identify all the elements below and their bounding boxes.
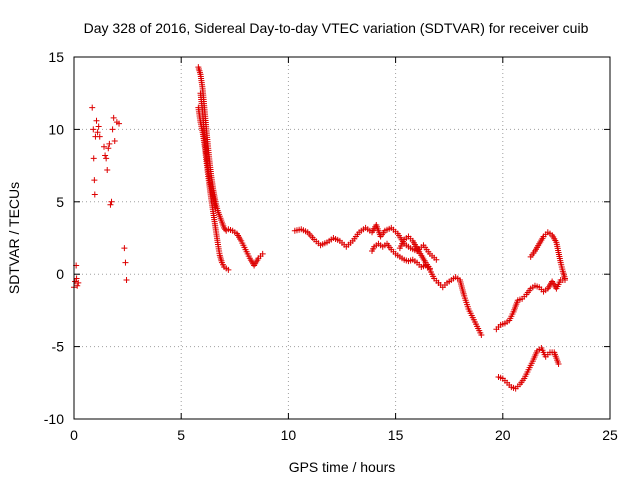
data-point	[122, 259, 129, 266]
data-point	[478, 332, 485, 339]
y-tick-label: 15	[48, 49, 64, 65]
y-tick-label: 10	[48, 121, 64, 137]
data-point	[94, 129, 101, 136]
data-point	[102, 152, 109, 159]
data-point	[433, 256, 440, 263]
y-tick-label: -10	[44, 411, 64, 427]
data-point	[73, 275, 80, 282]
gridlines	[74, 57, 610, 419]
x-tick-label: 20	[495, 427, 511, 443]
plot-frame	[73, 56, 611, 420]
data-point	[109, 126, 116, 133]
data-point	[96, 133, 103, 140]
y-tick-label: 5	[56, 194, 64, 210]
data-point	[91, 191, 98, 198]
data-point	[107, 201, 114, 208]
data-point	[123, 276, 130, 283]
data-point	[90, 155, 97, 162]
x-tick-labels: 0 5 10 15 20 25	[70, 427, 618, 443]
data-point	[75, 279, 82, 286]
data-point	[104, 166, 111, 173]
x-axis-label: GPS time / hours	[289, 459, 396, 475]
data-point	[259, 250, 266, 257]
data-point	[89, 104, 96, 111]
x-tick-label: 10	[281, 427, 297, 443]
data-point	[212, 204, 219, 211]
data-point	[93, 117, 100, 124]
data-point	[95, 123, 102, 130]
data-point	[116, 120, 123, 127]
data-point	[108, 198, 115, 205]
x-tick-label: 15	[388, 427, 404, 443]
chart-title: Day 328 of 2016, Sidereal Day-to-day VTE…	[84, 20, 589, 36]
data-point	[111, 137, 118, 144]
data-point	[121, 245, 128, 252]
data-points	[71, 64, 568, 392]
data-point	[555, 360, 562, 367]
data-point	[90, 126, 97, 133]
data-point	[225, 266, 232, 273]
x-tick-label: 5	[177, 427, 185, 443]
y-tick-label: 0	[56, 266, 64, 282]
data-point	[91, 177, 98, 184]
x-tick-label: 0	[70, 427, 78, 443]
data-point	[106, 140, 113, 147]
x-tick-label: 25	[602, 427, 618, 443]
data-point	[105, 145, 112, 152]
data-point	[561, 275, 568, 282]
data-point	[101, 143, 108, 150]
y-axis-label: SDTVAR / TECUs	[6, 182, 22, 294]
data-point	[110, 114, 117, 121]
data-point	[426, 265, 433, 272]
y-tick-labels: -10 -5 0 5 10 15	[44, 49, 64, 427]
data-point	[103, 155, 110, 162]
y-tick-label: -5	[52, 339, 65, 355]
data-point	[74, 282, 81, 289]
